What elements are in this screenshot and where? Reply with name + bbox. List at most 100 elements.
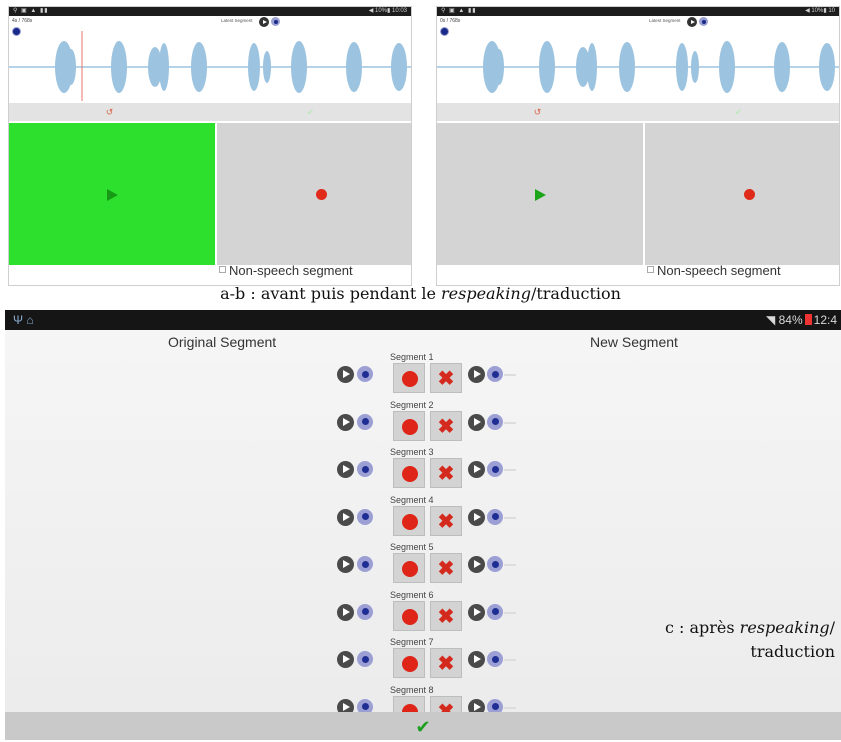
play-original-icon[interactable]: [337, 413, 354, 431]
play-original-icon[interactable]: [337, 651, 354, 668]
delete-button[interactable]: ✖: [430, 363, 462, 393]
delete-icon: ✖: [437, 368, 455, 390]
record-button[interactable]: [393, 505, 425, 536]
confirm-button[interactable]: ✔: [306, 107, 315, 117]
checkbox-icon: [647, 266, 654, 273]
play-new-icon[interactable]: [468, 603, 485, 621]
segment-label: Segment 6: [390, 589, 434, 600]
record-button[interactable]: [393, 600, 425, 631]
play-new-icon[interactable]: [468, 698, 485, 716]
play-pane[interactable]: [9, 123, 215, 265]
segment-tail: [504, 469, 516, 471]
segment-row: Segment 2 ✖: [5, 400, 841, 452]
play-new-icon[interactable]: [468, 413, 485, 431]
segment-label: Segment 5: [390, 542, 434, 552]
delete-button[interactable]: ✖: [430, 553, 462, 583]
play-original-icon[interactable]: [337, 556, 354, 573]
delete-button[interactable]: ✖: [430, 458, 462, 488]
record-icon: [402, 608, 418, 625]
delete-icon: ✖: [437, 558, 455, 580]
battery-icon: [804, 314, 812, 325]
non-speech-checkbox[interactable]: Non-speech segment: [219, 263, 353, 278]
non-speech-checkbox[interactable]: Non-speech segment: [647, 263, 781, 278]
original-segment-icon[interactable]: [357, 413, 373, 430]
latest-play-icon[interactable]: [259, 17, 269, 27]
segment-label: Segment 2: [390, 399, 434, 410]
new-segment-icon[interactable]: [487, 413, 503, 430]
new-segment-icon[interactable]: [487, 651, 503, 667]
play-new-icon[interactable]: [468, 461, 485, 478]
delete-icon: ✖: [437, 415, 455, 438]
original-segment-icon[interactable]: [357, 556, 373, 572]
delete-button[interactable]: ✖: [430, 410, 462, 441]
play-new-icon[interactable]: [468, 651, 485, 668]
new-segment-icon[interactable]: [487, 461, 503, 477]
segment-marker-icon[interactable]: [440, 27, 449, 36]
latest-play-icon[interactable]: [687, 17, 697, 27]
delete-icon: ✖: [437, 653, 455, 675]
play-icon: [535, 189, 546, 201]
status-bar: ⚲ ▣ ▲ ▮▮ ◀ 10%▮ 10: [437, 7, 839, 16]
record-button[interactable]: [393, 553, 425, 583]
undo-button[interactable]: ↺: [105, 107, 114, 117]
new-segment-icon[interactable]: [487, 508, 503, 525]
segment-label: Segment 7: [390, 637, 434, 647]
new-segment-icon[interactable]: [487, 366, 503, 382]
play-new-icon[interactable]: [468, 508, 485, 526]
waveform[interactable]: [437, 29, 839, 103]
segment-label: Segment 1: [390, 352, 434, 362]
play-original-icon[interactable]: [337, 508, 354, 526]
latest-segment-icon[interactable]: [699, 17, 708, 26]
original-segment-icon[interactable]: [357, 698, 373, 715]
record-icon: [402, 656, 418, 672]
record-icon: [402, 561, 418, 577]
record-button[interactable]: [393, 458, 425, 488]
confirm-button[interactable]: ✔: [734, 107, 743, 117]
segment-tail: [504, 659, 516, 661]
segment-row: Segment 6 ✖: [5, 590, 841, 642]
play-new-icon[interactable]: [468, 366, 485, 383]
status-bar: ⚲ ▣ ▲ ▮▮ ◀ 10%▮ 10:03: [9, 7, 411, 16]
undo-button[interactable]: ↺: [533, 107, 542, 117]
confirm-button[interactable]: ✔: [5, 712, 841, 740]
play-original-icon[interactable]: [337, 461, 354, 478]
latest-segment-icon[interactable]: [271, 17, 280, 26]
play-original-icon[interactable]: [337, 603, 354, 621]
delete-button[interactable]: ✖: [430, 505, 462, 536]
original-segment-icon[interactable]: [357, 603, 373, 620]
segment-marker-icon[interactable]: [12, 27, 21, 36]
segment-row: Segment 7 ✖: [5, 637, 841, 689]
original-segment-icon[interactable]: [357, 461, 373, 477]
segment-row: Segment 5 ✖: [5, 542, 841, 594]
play-original-icon[interactable]: [337, 366, 354, 383]
usb-icon: Ψ ⌂: [13, 313, 34, 327]
record-icon: [402, 513, 418, 530]
record-button[interactable]: [393, 648, 425, 678]
new-segment-icon[interactable]: [487, 698, 503, 715]
segment-tail: [504, 374, 516, 376]
delete-button[interactable]: ✖: [430, 648, 462, 678]
segment-row: Segment 3 ✖: [5, 447, 841, 499]
record-icon: [744, 189, 755, 200]
record-icon: [402, 418, 418, 435]
new-segment-icon[interactable]: [487, 556, 503, 572]
play-icon: [107, 189, 118, 201]
record-button[interactable]: [393, 363, 425, 393]
original-segment-icon[interactable]: [357, 366, 373, 382]
record-pane[interactable]: [645, 123, 839, 265]
record-pane[interactable]: [217, 123, 411, 265]
delete-button[interactable]: ✖: [430, 600, 462, 631]
original-segment-icon[interactable]: [357, 508, 373, 525]
segment-tail: [504, 564, 516, 566]
play-pane[interactable]: [437, 123, 643, 265]
delete-icon: ✖: [437, 510, 455, 533]
screenshot-a: ⚲ ▣ ▲ ▮▮ ◀ 10%▮ 10:03 4s / 768s Latest Se…: [8, 6, 412, 286]
segment-label: Segment 8: [390, 684, 434, 695]
play-new-icon[interactable]: [468, 556, 485, 573]
record-button[interactable]: [393, 410, 425, 441]
original-segment-icon[interactable]: [357, 651, 373, 667]
waveform[interactable]: [9, 29, 411, 103]
status-bar: Ψ ⌂ ◥ 84% 12:4: [5, 310, 841, 330]
new-segment-icon[interactable]: [487, 603, 503, 620]
play-original-icon[interactable]: [337, 698, 354, 716]
